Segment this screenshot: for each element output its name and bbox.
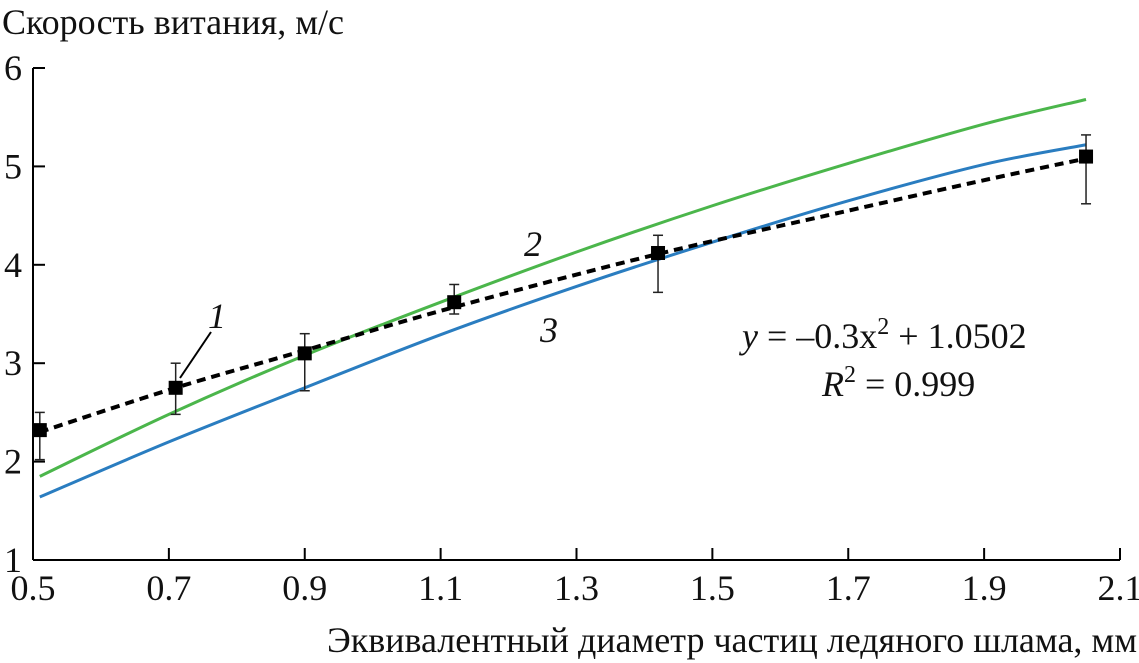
data-point-marker: [447, 295, 462, 310]
x-tick-label: 2.1: [1098, 568, 1139, 608]
r-squared: R2 = 0.999: [821, 362, 975, 404]
eq-mid: = –0.3x: [758, 316, 877, 356]
series-2-line: [39, 98, 1087, 478]
curve-label-1: 1: [208, 296, 226, 336]
curve-label-3: 3: [539, 310, 558, 350]
y-tick-label: 3: [4, 343, 22, 383]
regression-equation: y = –0.3x2 + 1.0502: [739, 314, 1027, 356]
y-tick-label: 6: [4, 48, 22, 88]
data-point-marker: [32, 423, 47, 438]
eq-suffix: + 1.0502: [889, 316, 1026, 356]
x-tick-label: 1.5: [690, 568, 735, 608]
y-tick-label: 5: [4, 146, 22, 186]
y-tick-label: 2: [4, 442, 22, 482]
curve-1-label-leader: [179, 331, 212, 379]
data-point-marker: [297, 346, 312, 361]
x-tick-label: 0.9: [282, 568, 327, 608]
r2-exp: 2: [844, 362, 856, 388]
series-1-line: [39, 156, 1087, 434]
error-bars: [34, 134, 1092, 461]
x-axis-title: Эквивалентный диаметр частиц ледяного шл…: [327, 620, 1137, 660]
x-tick-label: 1.1: [418, 568, 463, 608]
data-point-marker: [651, 245, 666, 260]
x-ticks: 0.5 0.7 0.9 1.1 1.3 1.5 1.7 1.9 2.1: [11, 548, 1139, 608]
r2-suffix: = 0.999: [856, 364, 975, 404]
x-tick-label: 0.5: [11, 568, 56, 608]
data-point-marker: [168, 380, 183, 395]
x-tick-label: 1.7: [826, 568, 871, 608]
eq-exp: 2: [877, 314, 889, 340]
data-point-marker: [1079, 149, 1094, 164]
eq-y-var: y: [739, 316, 758, 356]
y-tick-label: 4: [4, 245, 22, 285]
y-ticks: 1 2 3 4 5 6: [4, 48, 45, 580]
x-tick-label: 1.9: [962, 568, 1007, 608]
y-tick-label: 1: [4, 540, 22, 580]
curves: [39, 98, 1087, 499]
y-axis-title: Скорость витания, м/с: [2, 2, 344, 42]
series-3-line: [39, 143, 1087, 499]
markers: [32, 149, 1094, 438]
x-tick-label: 0.7: [146, 568, 191, 608]
x-tick-label: 1.3: [554, 568, 599, 608]
curve-label-2: 2: [524, 224, 542, 264]
r2-var: R: [821, 364, 844, 404]
